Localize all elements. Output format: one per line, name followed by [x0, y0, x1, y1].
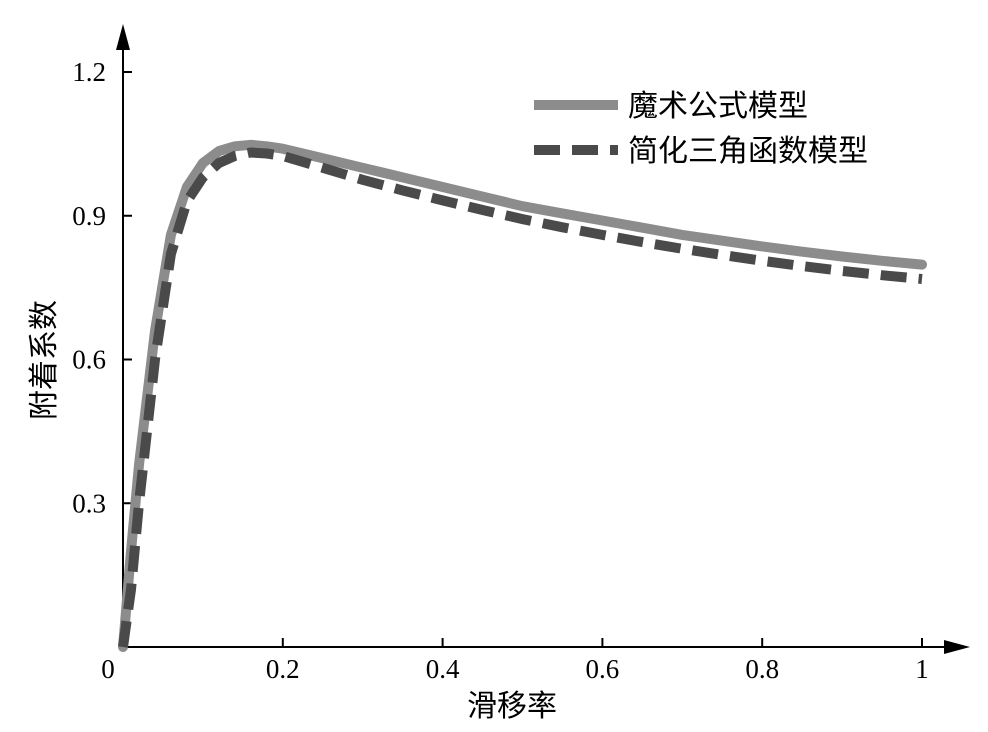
- x-axis-label: 滑移率: [467, 690, 557, 723]
- legend-label-2: 简化三角函数模型: [628, 135, 868, 168]
- y-tick-label: 0.3: [72, 488, 106, 518]
- y-tick-label: 0.6: [72, 345, 106, 375]
- legend-label-1: 魔术公式模型: [628, 90, 808, 123]
- x-tick-label: 0.8: [745, 654, 779, 684]
- x-tick-label: 0: [101, 654, 115, 684]
- x-tick-label: 0.4: [426, 654, 460, 684]
- y-axis-label: 附着系数: [28, 300, 61, 420]
- x-tick-label: 0.2: [266, 654, 300, 684]
- x-axis-arrow: [944, 640, 970, 654]
- y-tick-label: 0.9: [72, 201, 106, 231]
- series-line-2: [118, 147, 923, 648]
- series-layer: [118, 139, 927, 652]
- y-axis-arrow: [116, 24, 130, 50]
- ticks: 0 0.2 0.4 0.6 0.8 1 0.3 0.6 0.9 1.2: [72, 57, 929, 684]
- x-tick-label: 0.6: [586, 654, 620, 684]
- x-tick-label: 1: [915, 654, 929, 684]
- y-tick-label: 1.2: [72, 57, 106, 87]
- axes: [116, 24, 970, 654]
